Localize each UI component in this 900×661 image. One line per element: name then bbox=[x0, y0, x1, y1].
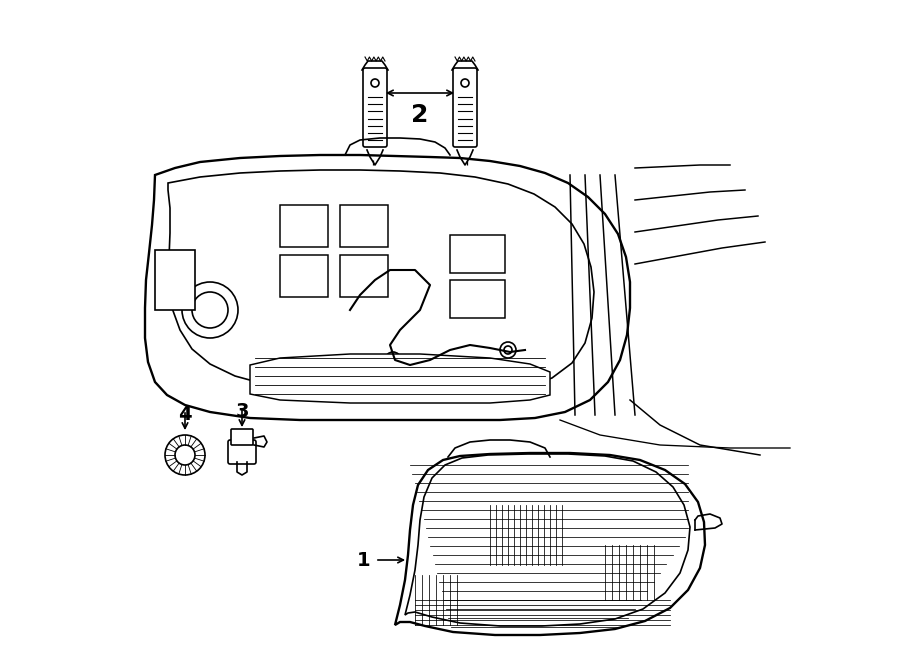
Circle shape bbox=[182, 282, 238, 338]
Text: 1: 1 bbox=[356, 551, 370, 570]
FancyBboxPatch shape bbox=[363, 68, 387, 147]
Text: 3: 3 bbox=[235, 402, 248, 421]
Text: 4: 4 bbox=[178, 405, 192, 424]
Circle shape bbox=[371, 79, 379, 87]
FancyBboxPatch shape bbox=[340, 255, 388, 297]
FancyBboxPatch shape bbox=[231, 429, 253, 445]
Circle shape bbox=[461, 79, 469, 87]
FancyBboxPatch shape bbox=[280, 205, 328, 247]
FancyBboxPatch shape bbox=[228, 440, 256, 464]
FancyBboxPatch shape bbox=[155, 250, 195, 310]
Polygon shape bbox=[168, 170, 594, 393]
FancyBboxPatch shape bbox=[340, 205, 388, 247]
FancyBboxPatch shape bbox=[450, 280, 505, 318]
Circle shape bbox=[165, 435, 205, 475]
FancyBboxPatch shape bbox=[450, 235, 505, 273]
Circle shape bbox=[504, 346, 512, 354]
FancyBboxPatch shape bbox=[280, 255, 328, 297]
Polygon shape bbox=[145, 155, 630, 420]
Circle shape bbox=[500, 342, 516, 358]
Polygon shape bbox=[395, 453, 705, 635]
Text: 2: 2 bbox=[411, 103, 428, 127]
Polygon shape bbox=[405, 454, 690, 626]
Polygon shape bbox=[250, 354, 550, 403]
Circle shape bbox=[192, 292, 228, 328]
Circle shape bbox=[389, 356, 397, 364]
FancyBboxPatch shape bbox=[453, 68, 477, 147]
Circle shape bbox=[175, 445, 195, 465]
Circle shape bbox=[385, 352, 401, 368]
